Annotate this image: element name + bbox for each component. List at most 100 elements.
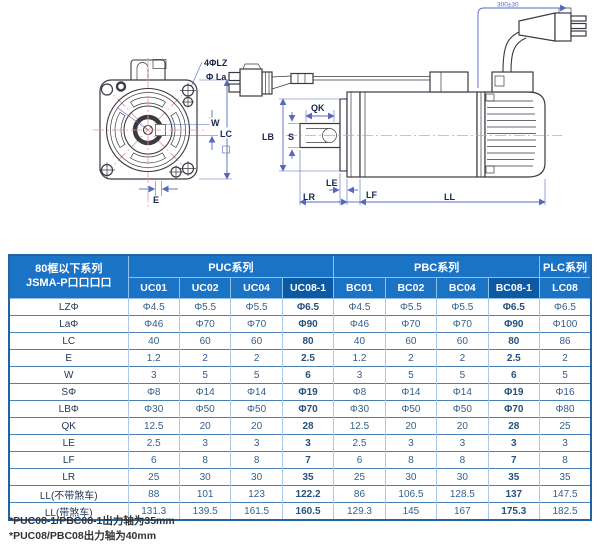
- table-cell: 182.5: [539, 502, 591, 520]
- table-cell: 35: [281, 468, 334, 486]
- table-cell: Φ50: [230, 400, 283, 418]
- table-row: LBΦ Φ30 Φ50 Φ50 Φ70 Φ30 Φ50 Φ50 Φ70 Φ80: [8, 400, 591, 418]
- front-label-pilot: Φ La: [206, 72, 227, 82]
- table-cell: 20: [384, 417, 437, 435]
- pilot-leader: [117, 107, 149, 131]
- table-cell: 8: [178, 451, 231, 469]
- table-row: LZΦ Φ4.5 Φ5.5 Φ5.5 Φ6.5 Φ4.5 Φ5.5 Φ5.5 Φ6.5 Φ6.5: [8, 298, 591, 316]
- side-view: 300±30 QK LB S LE LR LF: [228, 2, 587, 206]
- table-cell: 2: [178, 349, 231, 367]
- table-cell: 3: [178, 434, 231, 452]
- row-label: LC: [8, 332, 128, 350]
- table-cell: 35: [539, 468, 591, 486]
- hole-leader: [190, 61, 203, 88]
- row-label: LBΦ: [8, 400, 128, 418]
- front-view: 4ΦLZ Φ La W LC E: [93, 58, 235, 207]
- front-label-e: E: [153, 195, 159, 205]
- row-label: LR: [8, 468, 128, 486]
- table-row: QK 12.5 20 20 28 12.5 20 20 28 25: [8, 417, 591, 435]
- rear-housing: [484, 91, 546, 178]
- motor-dimension-drawing: 4ΦLZ Φ La W LC E: [93, 2, 587, 207]
- table-cell: 20: [230, 417, 283, 435]
- table-cell: Φ70: [487, 400, 540, 418]
- table-cell: Φ50: [384, 400, 437, 418]
- table-cell: 30: [230, 468, 283, 486]
- table-cell: 25: [333, 468, 386, 486]
- table-cell: 2: [539, 349, 591, 367]
- table-cell: 2: [384, 349, 437, 367]
- column-header: UC04: [230, 277, 283, 299]
- motor-body: [359, 91, 478, 178]
- table-row: LE 2.5 3 3 3 2.5 3 3 3 3: [8, 434, 591, 452]
- table-cell: 175.3: [487, 502, 540, 520]
- table-row: LF 6 8 8 7 6 8 8 7 8: [8, 451, 591, 469]
- table-cell: Φ50: [178, 400, 231, 418]
- table-cell: Φ70: [436, 315, 489, 333]
- front-connector: [130, 59, 167, 80]
- table-cell: 7: [487, 451, 540, 469]
- table-cell: 106.5: [384, 485, 437, 503]
- side-label-s: S: [288, 132, 294, 142]
- table-cell: 86: [539, 332, 591, 350]
- table-cell: Φ30: [127, 400, 180, 418]
- table-cell: 160.5: [281, 502, 334, 520]
- table-cell: Φ46: [333, 315, 386, 333]
- column-header: BC04: [436, 277, 489, 299]
- column-header: LC08: [539, 277, 592, 299]
- group-header-pbc: PBC系列: [333, 254, 540, 278]
- table-cell: 12.5: [333, 417, 386, 435]
- column-header: UC02: [178, 277, 232, 299]
- table-cell: 3: [127, 366, 180, 384]
- power-terminal: [491, 71, 534, 93]
- table-cell: 35: [487, 468, 540, 486]
- table-cell: 5: [436, 366, 489, 384]
- table-cell: 6: [281, 366, 334, 384]
- table-row: LC 40 60 60 80 40 60 60 80 86: [8, 332, 591, 350]
- keyway: [322, 128, 337, 143]
- footnote-1: *PUC08-1/PBC08-1出力轴为35mm: [9, 515, 175, 527]
- table-cell: Φ14: [384, 383, 437, 401]
- table-cell: 30: [178, 468, 231, 486]
- table-cell: 6: [127, 451, 180, 469]
- column-header: BC02: [384, 277, 438, 299]
- front-label-holes: 4ΦLZ: [204, 58, 228, 68]
- side-label-ll: LL: [444, 192, 455, 202]
- table-cell: 167: [436, 502, 489, 520]
- table-cell: 20: [178, 417, 231, 435]
- table-cell: 5: [539, 366, 591, 384]
- table-cell: 28: [487, 417, 540, 435]
- table-cell: 30: [436, 468, 489, 486]
- side-label-qk: QK: [311, 103, 325, 113]
- table-row: LL(不带煞车) 88 101 123 122.2 86 106.5 128.5 137 147.…: [8, 485, 591, 503]
- table-row: LL(带煞车) 131.3 139.5 161.5 160.5 129.3 145 167 17…: [8, 502, 591, 520]
- encoder-plug: [228, 63, 314, 97]
- table-cell: 60: [384, 332, 437, 350]
- table-cell: 2.5: [487, 349, 540, 367]
- table-cell: 25: [127, 468, 180, 486]
- row-label: LE: [8, 434, 128, 452]
- table-cell: 145: [384, 502, 437, 520]
- table-cell: Φ14: [178, 383, 231, 401]
- table-cell: 122.2: [281, 485, 334, 503]
- table-cell: 139.5: [178, 502, 231, 520]
- table-cell: Φ70: [178, 315, 231, 333]
- table-cell: 3: [384, 434, 437, 452]
- table-cell: 1.2: [127, 349, 180, 367]
- front-label-w: W: [211, 118, 220, 128]
- table-row: LR 25 30 30 35 25 30 30 35 35: [8, 468, 591, 486]
- table-cell: 8: [230, 451, 283, 469]
- row-label: LL(带煞车): [8, 502, 128, 520]
- table-cell: 30: [384, 468, 437, 486]
- row-label: QK: [8, 417, 128, 435]
- table-cell: 60: [178, 332, 231, 350]
- table-cell: 147.5: [539, 485, 591, 503]
- table-cell: 3: [281, 434, 334, 452]
- column-header: BC08-1: [487, 277, 541, 299]
- encoder-terminal: [429, 71, 469, 93]
- table-cell: 80: [487, 332, 540, 350]
- row-label: LF: [8, 451, 128, 469]
- table-cell: 8: [384, 451, 437, 469]
- table-cell: 137: [487, 485, 540, 503]
- table-cell: 8: [436, 451, 489, 469]
